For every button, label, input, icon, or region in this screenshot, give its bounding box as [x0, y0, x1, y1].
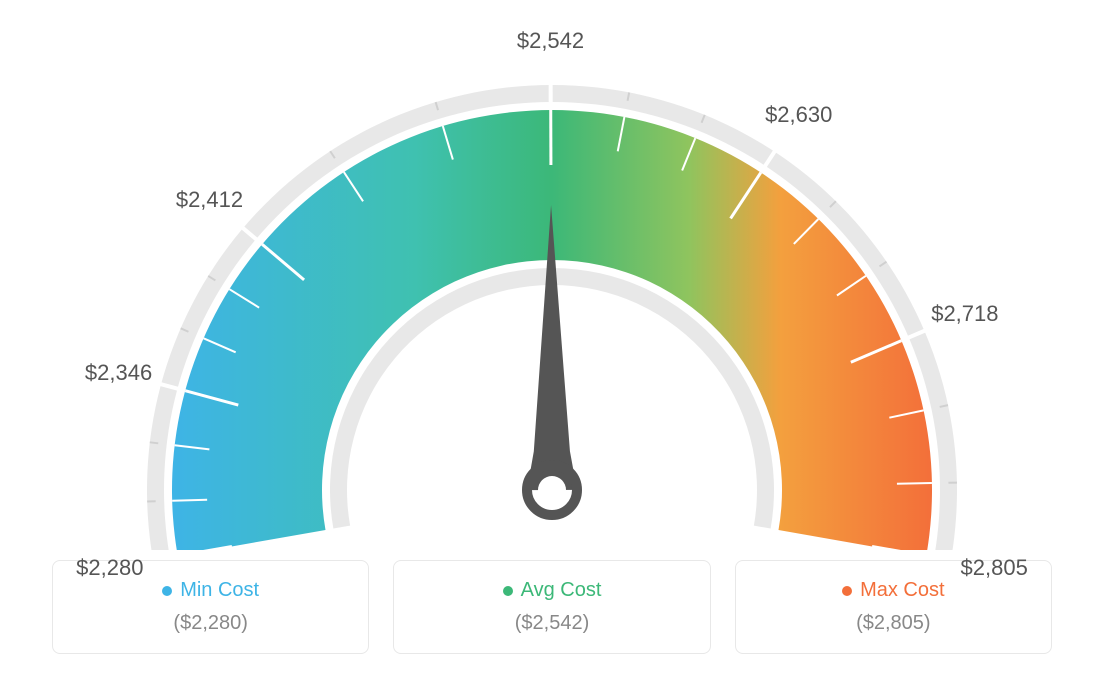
- gauge-tick-label: $2,630: [765, 102, 832, 128]
- gauge-chart: $2,280$2,346$2,412$2,542$2,630$2,718$2,8…: [52, 20, 1052, 550]
- legend-avg-value: ($2,542): [416, 612, 687, 635]
- legend-min-heading: Min Cost: [75, 579, 346, 602]
- legend-avg-dot: [503, 586, 513, 596]
- legend-avg-label: Avg Cost: [521, 579, 602, 602]
- gauge-tick-label: $2,412: [176, 187, 243, 213]
- gauge-tick-label: $2,542: [517, 28, 584, 54]
- legend-max-dot: [842, 586, 852, 596]
- gauge-tick-label: $2,805: [961, 555, 1028, 581]
- legend-avg-box: Avg Cost ($2,542): [393, 560, 710, 654]
- legend-max-label: Max Cost: [860, 579, 944, 602]
- gauge-svg: [52, 20, 1052, 550]
- legend-min-value: ($2,280): [75, 612, 346, 635]
- gauge-tick-label: $2,346: [85, 360, 152, 386]
- legend-max-value: ($2,805): [758, 612, 1029, 635]
- legend-min-dot: [162, 586, 172, 596]
- gauge-tick-label: $2,280: [76, 555, 143, 581]
- legend-min-label: Min Cost: [180, 579, 259, 602]
- legend-row: Min Cost ($2,280) Avg Cost ($2,542) Max …: [52, 560, 1052, 654]
- gauge-tick-label: $2,718: [931, 301, 998, 327]
- legend-max-heading: Max Cost: [758, 579, 1029, 602]
- legend-avg-heading: Avg Cost: [416, 579, 687, 602]
